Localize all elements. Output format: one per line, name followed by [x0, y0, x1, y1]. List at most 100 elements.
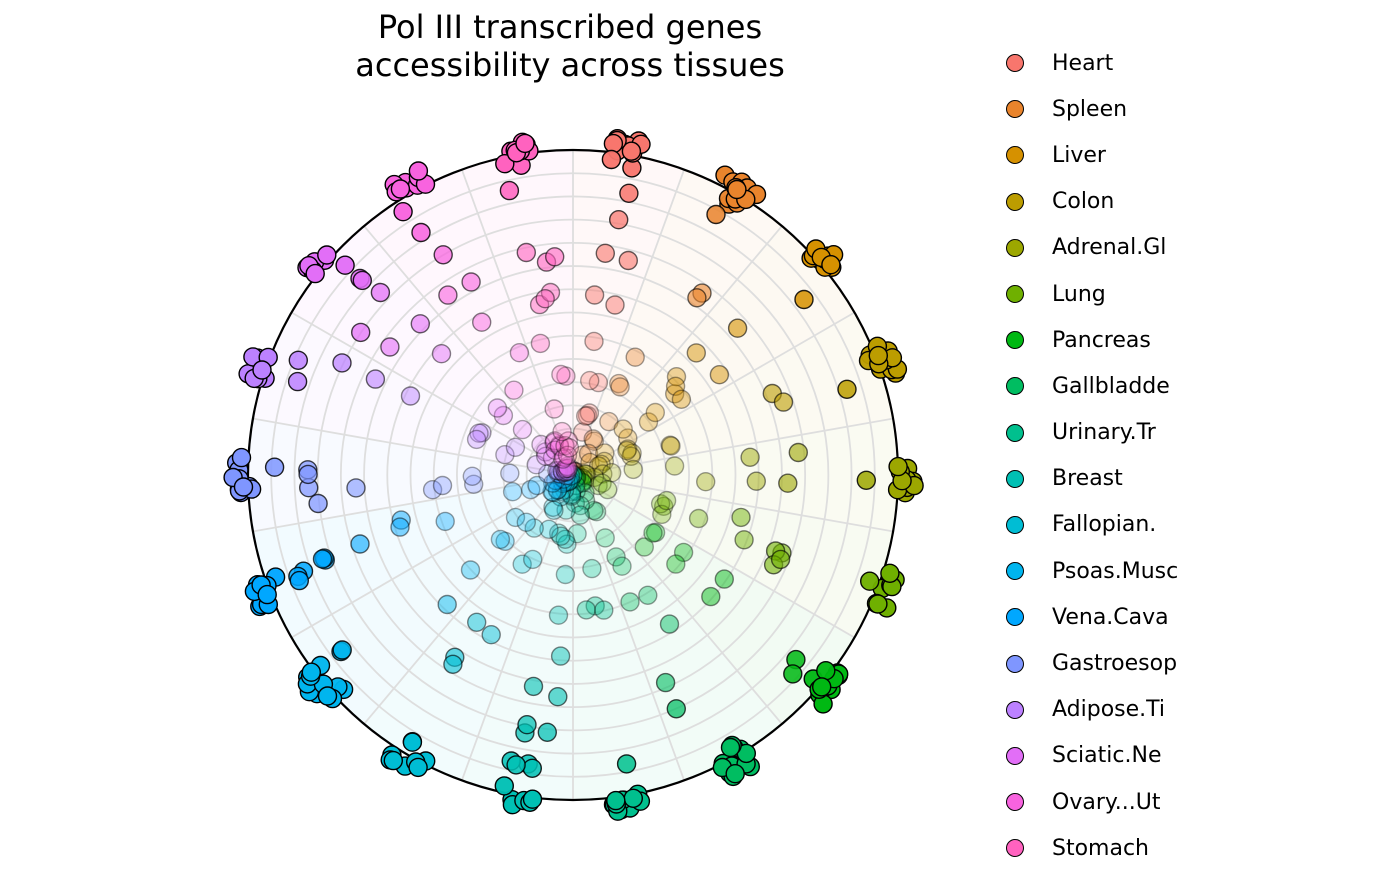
legend-item: Sciatic.Ne [1000, 733, 1380, 779]
data-point [524, 518, 544, 538]
data-point [402, 732, 423, 752]
legend-key-icon [1006, 608, 1024, 627]
data-point [317, 686, 338, 706]
data-point [740, 447, 760, 467]
polar-scatter-plot [223, 128, 924, 821]
data-point [652, 504, 672, 525]
legend-label: Gallbladde [1052, 373, 1170, 399]
data-point [390, 179, 411, 199]
data-point [535, 289, 555, 309]
data-point [556, 458, 576, 479]
data-point [548, 605, 569, 625]
data-point [575, 483, 595, 503]
data-point [734, 530, 754, 550]
data-point [860, 571, 880, 591]
data-point [555, 459, 575, 479]
legend-key-icon [1006, 562, 1024, 581]
grid-spoke [363, 474, 574, 725]
background-wedges [248, 150, 898, 800]
data-point [731, 507, 751, 528]
data-point [593, 464, 613, 484]
data-point [638, 412, 659, 432]
data-point [393, 201, 413, 222]
data-point [622, 443, 642, 463]
legend-key-icon [1006, 146, 1024, 165]
data-point [591, 454, 611, 474]
data-point [522, 789, 543, 809]
data-point [264, 457, 285, 477]
data-point [390, 517, 410, 537]
data-points [223, 128, 924, 821]
data-point [539, 519, 559, 539]
data-point [576, 406, 596, 426]
data-point [659, 614, 680, 634]
data-point [565, 468, 585, 489]
data-point [432, 475, 453, 496]
data-point [495, 445, 515, 465]
data-point [435, 511, 455, 532]
data-point [422, 480, 443, 500]
data-point [656, 490, 677, 511]
data-point [617, 440, 637, 461]
data-point [466, 429, 487, 450]
legend-key-icon [1006, 285, 1024, 304]
data-point [516, 512, 536, 532]
data-point [566, 464, 586, 484]
data-point [523, 549, 543, 570]
legend-item: Adrenal.Gl [1000, 225, 1380, 271]
grid-spoke [291, 311, 574, 476]
legend-key-icon [1006, 100, 1024, 119]
data-point [577, 405, 598, 426]
legend-label: Colon [1052, 189, 1115, 215]
data-point [566, 481, 586, 501]
data-point [578, 443, 599, 464]
data-point [618, 439, 638, 459]
data-point [487, 398, 508, 418]
data-point [868, 345, 888, 366]
data-point [550, 487, 571, 507]
data-point [572, 472, 592, 492]
data-point [664, 456, 685, 476]
data-point [509, 343, 530, 363]
data-point [443, 654, 463, 674]
data-point [512, 419, 533, 440]
data-point [585, 596, 605, 616]
data-point [880, 563, 900, 583]
data-point [551, 526, 571, 546]
data-point [547, 480, 567, 500]
data-point [438, 285, 458, 305]
data-point [431, 344, 452, 364]
data-point [527, 475, 547, 496]
data-point [610, 377, 630, 397]
data-point [625, 347, 645, 367]
data-point [556, 472, 576, 492]
data-point [821, 255, 841, 275]
data-point [609, 209, 629, 230]
data-point [551, 364, 571, 385]
data-point [472, 423, 492, 443]
background-wedge [573, 475, 808, 800]
data-point [552, 461, 572, 481]
legend-label: Breast [1052, 466, 1123, 492]
data-point [567, 524, 587, 544]
data-point [537, 722, 557, 742]
data-point [400, 386, 421, 406]
data-point [572, 473, 593, 493]
legend-item: Ovary...Ut [1000, 779, 1380, 825]
data-point [332, 353, 352, 373]
legend-item: Heart [1000, 40, 1380, 86]
data-point [499, 180, 520, 201]
grid-spoke [572, 474, 855, 639]
data-point [370, 282, 391, 303]
background-wedge [338, 475, 573, 800]
data-point [365, 369, 386, 389]
data-point [555, 436, 575, 456]
data-point [301, 662, 321, 682]
data-point [526, 455, 546, 475]
data-point [557, 456, 577, 477]
data-point [546, 470, 566, 491]
data-point [504, 380, 524, 400]
legend-label: Pancreas [1052, 327, 1151, 353]
data-point [673, 542, 694, 563]
data-point [257, 584, 277, 605]
